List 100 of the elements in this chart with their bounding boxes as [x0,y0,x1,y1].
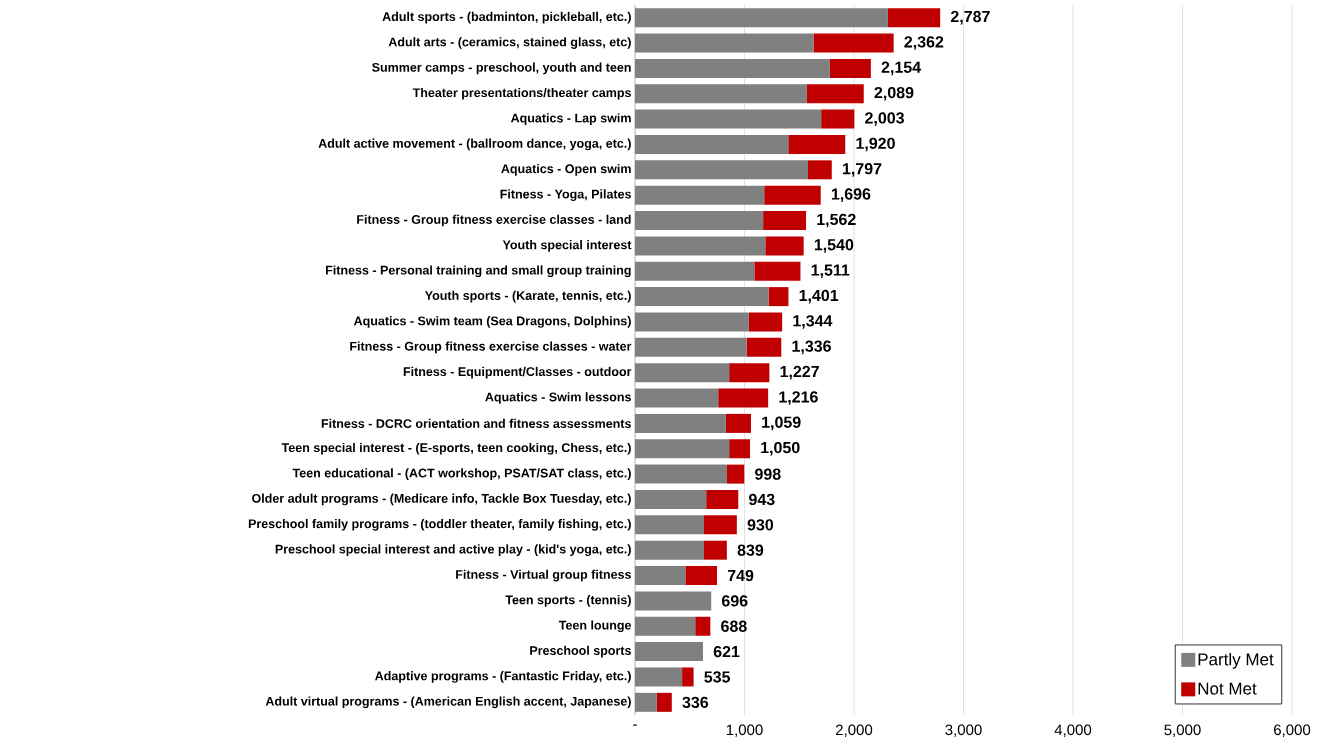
y-tick-label: Teen sports - (tennis) [505,595,631,607]
x-tick-label: - [633,724,637,726]
bar [764,185,821,205]
bar [635,160,809,180]
bar [695,616,711,636]
total-label: 2,089 [874,86,914,101]
y-tick-label: Youth sports - (Karate, tennis, etc.) [424,290,631,303]
bar [635,515,704,535]
total-label: 2,154 [881,61,922,76]
bar [635,616,696,636]
bar [706,489,739,509]
total-label: 1,401 [799,289,839,304]
bar [635,134,789,154]
y-tick-label: Preschool special interest and active play - (kid's yoga, etc.) [275,544,631,557]
total-label: 943 [749,493,775,506]
bar [703,515,737,535]
total-label: 1,696 [831,188,871,203]
y-tick-label: Fitness - Equipment/Classes - outdoor [403,366,632,379]
y-tick-label: Fitness - Group fitness exercise classes - water [350,341,632,354]
y-tick-label: Theater presentations/theater camps [412,87,631,100]
bar [813,33,894,53]
total-label: 749 [727,569,754,582]
bar [635,388,719,408]
total-label: 535 [704,671,731,683]
total-label: 1,344 [793,315,833,329]
total-label: 2,362 [904,36,944,50]
total-label: 1,059 [762,416,801,431]
bar [635,642,703,662]
y-tick-label: Adult virtual programs - (American English accent, Japanese) [265,696,631,709]
x-tick-label: 5,000 [1164,724,1201,737]
bar [635,363,730,383]
y-tick-label: Preschool sports [530,645,631,658]
total-label: 688 [721,620,747,632]
total-label: 1,540 [814,239,854,253]
total-label: 1,050 [761,441,800,456]
total-label: 336 [682,696,709,708]
bar [635,8,888,28]
bar [748,312,783,332]
y-tick-label: Aquatics - Swim lessons [485,392,631,404]
legend-label: Not Met [1198,682,1257,695]
bar [718,388,769,408]
y-tick-label: Preschool family programs - (toddler theater, family fishing, etc.) [248,518,631,531]
bar [635,58,830,78]
bar [635,109,822,129]
bar [808,160,832,180]
y-tick-label: Teen lounge [558,620,632,633]
y-tick-label: Aquatics - Open swim [501,163,631,176]
total-label: 1,562 [817,213,856,228]
bar [729,363,770,383]
bar [685,566,718,586]
bar [725,413,751,433]
bar [763,211,807,231]
total-label: 1,216 [779,391,818,405]
bar [746,337,782,357]
y-tick-label: Fitness - Personal training and small group training [326,265,631,278]
bar [635,464,727,484]
bar [729,439,750,459]
bar [635,489,707,509]
y-tick-label: Teen special interest - (E-sports, teen cooking, Chess, etc.) [281,442,631,455]
bar [788,134,846,154]
bar [754,261,801,281]
bar [829,58,871,78]
y-tick-label: Fitness - Yoga, Pilates [500,189,631,202]
bar [635,591,712,611]
bar [635,337,747,357]
bar [682,667,694,687]
y-tick-label: Fitness - Virtual group fitness [456,569,631,582]
total-label: 621 [713,645,740,658]
bar [635,261,755,281]
bar [635,312,749,332]
y-tick-label: Summer camps - preschool, youth and teen [372,62,631,75]
x-tick-label: 6,000 [1274,724,1311,737]
bar [635,667,683,687]
x-tick-label: 2,000 [835,724,873,737]
bar [635,185,765,205]
y-tick-label: Fitness - Group fitness exercise classes - land [357,214,631,227]
bar [635,33,814,53]
bar [765,236,804,256]
bar [635,84,807,104]
y-tick-label: Adult sports - (badminton, pickleball, etc.) [382,11,631,24]
total-label: 2,003 [865,112,904,126]
y-tick-label: Adaptive programs - (Fantastic Friday, etc.) [375,671,631,683]
bar [635,439,730,459]
y-tick-label: Adult arts - (ceramics, stained glass, etc) [388,37,631,49]
total-label: 839 [737,544,764,556]
y-tick-label: Aquatics - Swim team (Sea Dragons, Dolphins) [353,316,631,328]
total-label: 1,227 [780,365,819,380]
bar [635,566,686,586]
bar [635,692,657,712]
bar [726,464,745,484]
y-tick-label: Adult active movement - (ballroom dance, yoga, etc.) [318,138,631,151]
total-label: 696 [722,595,748,607]
total-label: 998 [755,468,781,480]
total-label: 1,920 [856,137,895,152]
y-tick-label: Aquatics - Lap swim [510,113,631,125]
total-label: 2,787 [950,10,990,25]
bar [806,84,864,104]
y-tick-label: Older adult programs - (Medicare info, Tackle Box Tuesday, etc.) [252,493,631,506]
y-tick-label: Fitness - DCRC orientation and fitness assessments [321,418,631,428]
x-tick-label: 3,000 [945,724,982,737]
